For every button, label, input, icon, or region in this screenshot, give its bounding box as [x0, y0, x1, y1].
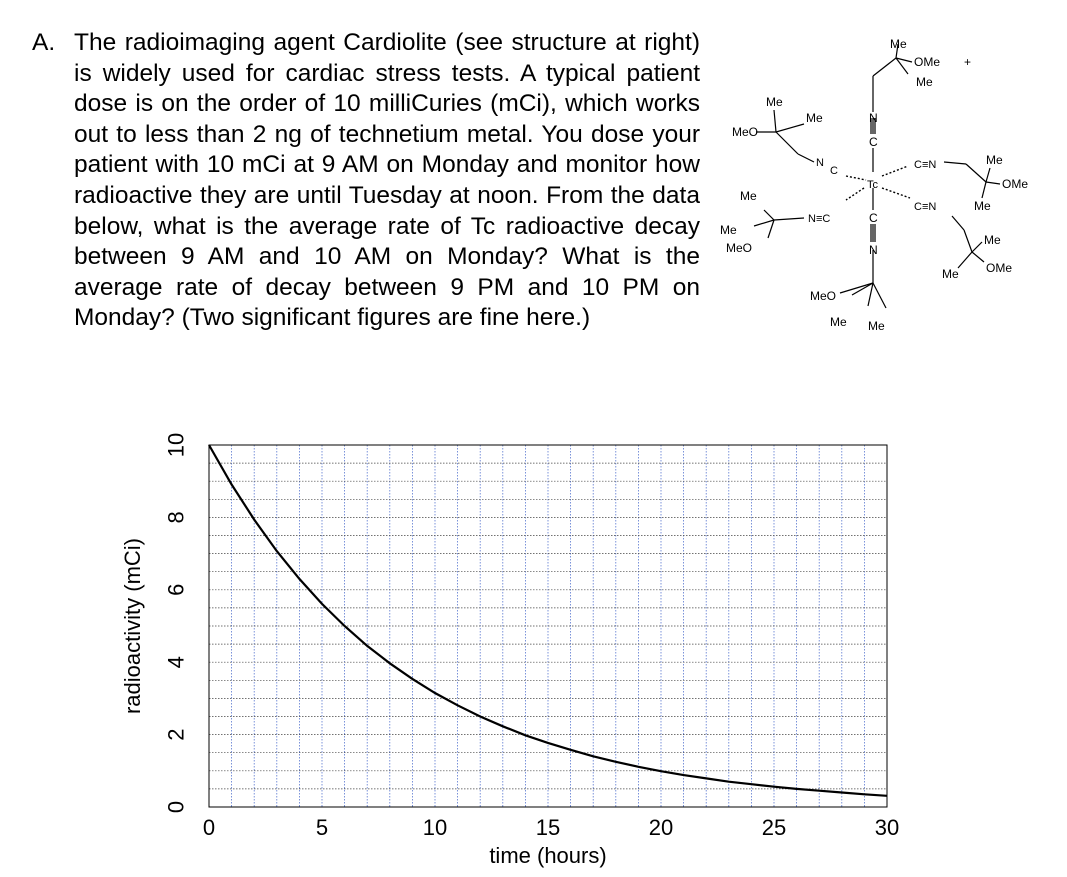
atom-label: Me — [868, 319, 885, 333]
atom-label: Me — [766, 95, 783, 109]
atom-label: C≡N — [914, 159, 936, 171]
atom-label: Me — [942, 267, 959, 281]
y-tick-label: 4 — [164, 656, 189, 668]
y-tick-label: 8 — [164, 511, 189, 523]
atom-label: Me — [974, 199, 991, 213]
x-tick-label: 15 — [536, 815, 560, 840]
atom-label: OMe — [986, 261, 1012, 275]
atom-label: MeO — [810, 289, 836, 303]
atom-label: C — [869, 211, 878, 225]
problem-text: A. The radioimaging agent Cardiolite (se… — [32, 28, 700, 334]
decay-curve-line — [208, 444, 888, 797]
atom-label: Me — [720, 223, 737, 237]
y-tick-label: 6 — [164, 584, 189, 596]
x-tick-label: 10 — [423, 815, 447, 840]
chart-grid — [208, 444, 888, 808]
atom-label: Me — [890, 37, 907, 51]
atom-label: Me — [830, 315, 847, 329]
atom-label: MeO — [732, 125, 758, 139]
tc-atom: Tc — [867, 179, 879, 191]
x-tick-label: 20 — [649, 815, 673, 840]
atom-label: Me — [916, 75, 933, 89]
atom-label: OMe — [914, 55, 940, 69]
plot-frame — [208, 444, 888, 808]
x-tick-label: 5 — [316, 815, 328, 840]
atom-label: C≡N — [914, 201, 936, 213]
axis-ticks: 0 5 10 15 20 25 30 0 2 4 6 8 10 — [164, 433, 900, 840]
y-tick-label: 0 — [164, 801, 189, 813]
problem-label: A. — [32, 29, 56, 56]
atom-label: Me — [806, 111, 823, 125]
problem-body: The radioimaging agent Cardiolite (see s… — [74, 29, 700, 332]
atom-label: Me — [986, 153, 1003, 167]
atom-label: C — [830, 165, 838, 177]
atom-label: MeO — [726, 241, 752, 255]
decay-chart: 0 5 10 15 20 25 30 0 2 4 6 8 10 time (hours) radioac… — [120, 433, 900, 868]
x-tick-label: 0 — [203, 815, 215, 840]
atom-label: Me — [984, 233, 1001, 247]
atom-label: Me — [740, 189, 757, 203]
cardiolite-structure: Tc + N C C N Me OMe Me Me MeO Me N C N≡C… — [720, 37, 1028, 333]
atom-label: N≡C — [808, 213, 830, 225]
atom-label: OMe — [1002, 177, 1028, 191]
atom-label: N — [869, 111, 878, 125]
x-tick-label: 25 — [762, 815, 786, 840]
y-tick-label: 2 — [164, 728, 189, 740]
y-tick-label: 10 — [164, 433, 189, 457]
y-axis-label: radioactivity (mCi) — [120, 538, 145, 714]
atom-label: N — [869, 243, 878, 257]
atom-label: N — [816, 157, 824, 169]
x-axis-label: time (hours) — [489, 843, 606, 868]
charge-label: + — [964, 55, 971, 69]
atom-label: C — [869, 135, 878, 149]
x-tick-label: 30 — [875, 815, 899, 840]
